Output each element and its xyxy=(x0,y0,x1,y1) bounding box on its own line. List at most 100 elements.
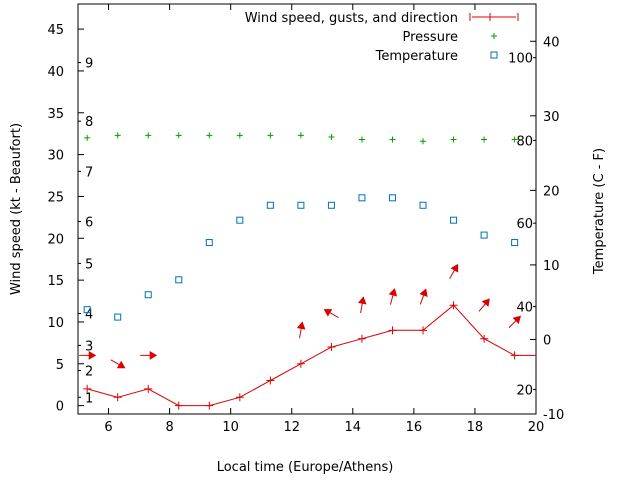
y2-tick-label: 20 xyxy=(543,184,560,199)
wind-speed-point xyxy=(144,384,153,393)
temperature-point xyxy=(327,201,335,209)
fahrenheit-tick-label: 60 xyxy=(516,217,533,232)
temperature-point xyxy=(480,231,488,239)
wind-direction-arrow xyxy=(110,359,126,369)
temperature-point xyxy=(144,291,152,299)
wind-speed-point xyxy=(357,334,366,343)
y-tick-label: 5 xyxy=(56,358,64,373)
beaufort-tick-label: 1 xyxy=(85,391,93,406)
y-tick-label: 40 xyxy=(47,65,64,80)
wind-speed-line xyxy=(87,304,536,407)
y2-tick-label: 10 xyxy=(543,259,560,274)
y-axis-label: Wind speed (kt - Beaufort) xyxy=(9,123,24,295)
fahrenheit-tick-label: 40 xyxy=(516,301,533,316)
legend-label: Pressure xyxy=(402,30,458,45)
legend-label: Temperature xyxy=(375,49,458,64)
temperature-point xyxy=(388,194,396,202)
temperature-point xyxy=(205,239,213,247)
wind-direction-arrow xyxy=(419,288,428,305)
temperature-point xyxy=(419,201,427,209)
wind-speed-point xyxy=(449,301,458,310)
pressure-point xyxy=(481,136,488,143)
y2-tick-label: 30 xyxy=(543,110,560,125)
pressure-point xyxy=(328,134,335,141)
legend-swatch-plus xyxy=(491,33,497,39)
y2-tick-label: -10 xyxy=(543,408,564,423)
x-axis-label: Local time (Europe/Athens) xyxy=(217,460,394,475)
plot-frame xyxy=(77,3,537,415)
x-tick-label: 20 xyxy=(528,420,545,435)
y-tick-label: 0 xyxy=(56,400,64,415)
wind-direction-arrow xyxy=(140,351,158,360)
temperature-point xyxy=(83,306,91,314)
temperature-point xyxy=(450,216,458,224)
wind-speed-point xyxy=(327,343,336,352)
pressure-point xyxy=(420,138,427,145)
x-tick-label: 12 xyxy=(283,420,300,435)
temperature-point xyxy=(114,313,122,321)
pressure-point xyxy=(114,132,121,139)
temperature-point xyxy=(175,276,183,284)
y-tick-label: 20 xyxy=(47,232,64,247)
x-tick-label: 14 xyxy=(345,420,362,435)
wind-direction-arrow xyxy=(296,321,306,339)
wind-speed-point xyxy=(510,351,519,360)
beaufort-tick-label: 7 xyxy=(85,165,93,180)
beaufort-tick-label: 2 xyxy=(85,364,93,379)
y-tick-label: 10 xyxy=(47,316,64,331)
temperature-point xyxy=(266,201,274,209)
y-tick-label: 30 xyxy=(47,149,64,164)
wind-speed-point xyxy=(388,326,397,335)
pressure-point xyxy=(267,132,274,139)
pressure-point xyxy=(206,132,213,139)
x-tick-label: 10 xyxy=(222,420,239,435)
beaufort-tick-label: 3 xyxy=(85,339,93,354)
x-tick-label: 6 xyxy=(104,420,112,435)
beaufort-tick-label: 8 xyxy=(85,115,93,130)
wind-speed-point xyxy=(480,334,489,343)
wind-direction-arrow xyxy=(508,315,522,328)
wind-speed-point xyxy=(266,376,275,385)
y2-tick-label: 0 xyxy=(543,333,551,348)
legend-label: Wind speed, gusts, and direction xyxy=(245,11,458,26)
wind-speed-point xyxy=(419,326,428,335)
wind-speed-point xyxy=(83,384,92,393)
pressure-point xyxy=(450,136,457,143)
wind-speed-point xyxy=(205,401,214,410)
wind-direction-arrow xyxy=(388,288,398,305)
temperature-point xyxy=(511,239,519,247)
beaufort-tick-label: 6 xyxy=(85,216,93,231)
wind-speed-point xyxy=(174,401,183,410)
fahrenheit-tick-label: 20 xyxy=(516,383,533,398)
pressure-point xyxy=(145,132,152,139)
pressure-point xyxy=(358,136,365,143)
x-tick-label: 18 xyxy=(467,420,484,435)
pressure-point xyxy=(84,134,91,141)
y-tick-label: 45 xyxy=(47,23,64,38)
wind-direction-arrow xyxy=(323,309,339,319)
pressure-point xyxy=(175,132,182,139)
wind-speed-point xyxy=(235,393,244,402)
pressure-point xyxy=(236,132,243,139)
wind-speed-point xyxy=(113,393,122,402)
temperature-point xyxy=(358,194,366,202)
beaufort-tick-label: 5 xyxy=(85,257,93,272)
pressure-point xyxy=(511,136,518,143)
y2-axis-label: Temperature (C - F) xyxy=(592,148,607,275)
y-tick-label: 35 xyxy=(47,107,64,122)
wind-direction-arrow xyxy=(357,296,367,314)
pressure-point xyxy=(297,132,304,139)
wind-direction-arrow xyxy=(478,298,490,312)
wind-speed-point xyxy=(296,359,305,368)
wind-direction-arrow xyxy=(449,263,459,279)
fahrenheit-tick-label: 100 xyxy=(508,52,533,67)
legend-swatch-ticks xyxy=(469,13,519,21)
temperature-point xyxy=(297,201,305,209)
y-tick-label: 25 xyxy=(47,190,64,205)
temperature-point xyxy=(236,216,244,224)
y-tick-label: 15 xyxy=(47,274,64,289)
pressure-point xyxy=(389,136,396,143)
legend: Wind speed, gusts, and direction Pressure… xyxy=(245,11,519,64)
legend-swatch-square xyxy=(490,51,498,59)
